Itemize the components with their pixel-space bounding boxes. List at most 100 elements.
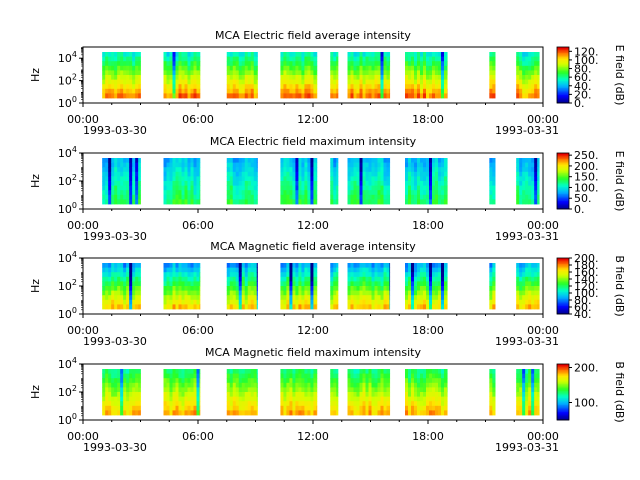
spectrogram-cell [187, 56, 191, 62]
spectrogram-cell [247, 272, 252, 278]
spectrogram-cell [102, 286, 106, 291]
spectrogram-cell [232, 176, 237, 182]
spectrogram-cell [423, 295, 427, 301]
spectrogram-cell [108, 171, 112, 177]
spectrogram-cell [356, 158, 360, 163]
colorbar-frame [556, 152, 570, 210]
spectrogram-cell [307, 387, 311, 393]
spectrogram-cell [426, 75, 430, 80]
spectrogram-cell [226, 162, 231, 168]
spectrogram-cell [253, 167, 258, 173]
spectrogram-cell [435, 299, 439, 305]
spectrogram-cell [196, 199, 200, 205]
spectrogram-cell [253, 410, 258, 416]
spectrogram-cell [489, 84, 493, 90]
spectrogram-cell [250, 410, 255, 416]
spectrogram-cell [441, 75, 445, 80]
spectrogram-cell [295, 176, 299, 182]
spectrogram-cell [166, 52, 170, 57]
spectrogram-cell [356, 176, 360, 182]
spectrogram-cell [365, 79, 369, 85]
spectrogram-cell [359, 56, 363, 62]
spectrogram-cell [289, 61, 293, 67]
spectrogram-cell [519, 158, 523, 163]
x-tick-label: 06:00 [182, 324, 214, 337]
spectrogram-cell [333, 185, 337, 191]
spectrogram-cell [386, 162, 390, 168]
spectrogram-cell [537, 194, 540, 200]
spectrogram-cell [190, 52, 194, 57]
spectrogram-cell [420, 84, 424, 90]
spectrogram-cell [126, 276, 130, 282]
spectrogram-cell [292, 199, 296, 205]
spectrogram-cell [135, 387, 139, 393]
colorbar-tick-label: 20. [574, 88, 592, 101]
spectrogram-cell [123, 405, 127, 411]
spectrogram-cell [432, 378, 436, 384]
spectrogram-cell [199, 272, 201, 278]
spectrogram-cell [280, 65, 284, 71]
spectrogram-cell [365, 167, 369, 173]
spectrogram-cell [313, 401, 317, 407]
spectrogram-cell [105, 171, 109, 177]
spectrogram-cell [405, 369, 409, 374]
spectrogram-cell [492, 299, 496, 305]
spectrogram-cell [537, 263, 540, 268]
y-tick-label: 100 [58, 201, 77, 216]
spectrogram-cell [310, 299, 314, 305]
spectrogram-cell [423, 199, 427, 205]
spectrogram-cell [353, 61, 357, 67]
spectrogram-cell [534, 194, 538, 200]
colorbar-swatch [557, 293, 569, 295]
colorbar-swatch [557, 195, 569, 197]
spectrogram-cell [414, 84, 418, 90]
spectrogram-cell [347, 75, 351, 80]
spectrogram-cell [417, 267, 421, 273]
spectrogram-cell [181, 158, 185, 163]
spectrogram-cell [250, 88, 255, 94]
spectrogram-cell [163, 88, 167, 94]
spectrogram-cell [359, 190, 363, 196]
spectrogram-cell [181, 387, 185, 393]
spectrogram-cell [426, 382, 430, 388]
spectrogram-cell [175, 369, 179, 374]
spectrogram-cell [301, 378, 305, 384]
spectrogram-cell [380, 93, 384, 99]
spectrogram-cell [163, 396, 167, 402]
spectrogram-cell [169, 176, 173, 182]
colorbar-swatch [557, 414, 569, 417]
spectrogram-cell [313, 267, 317, 273]
spectrogram-cell [365, 267, 369, 273]
spectrogram-cell [289, 267, 293, 273]
spectrogram-cell [126, 369, 130, 374]
x-tick-label: 00:00 [67, 113, 99, 126]
spectrogram-cell [289, 181, 293, 186]
spectrogram-cell [175, 263, 179, 268]
spectrogram-cell [365, 304, 369, 310]
spectrogram-cell [199, 295, 201, 301]
spectrogram-cell [256, 162, 258, 168]
spectrogram-cell [196, 65, 200, 71]
spectrogram-cell [368, 396, 372, 402]
spectrogram-cell [178, 84, 182, 90]
spectrogram-cell [353, 181, 357, 186]
spectrogram-cell [516, 56, 520, 62]
spectrogram-cell [178, 75, 182, 80]
spectrogram-cell [408, 158, 412, 163]
colorbar-swatch [557, 207, 569, 210]
spectrogram-cell [489, 176, 493, 182]
spectrogram-cell [138, 158, 141, 163]
spectrogram-cell [522, 295, 526, 301]
spectrogram-cell [411, 290, 415, 296]
spectrogram-cell [181, 382, 185, 388]
spectrogram-cell [386, 181, 390, 186]
spectrogram-cell [333, 281, 337, 287]
colorbar-swatch [557, 66, 569, 69]
spectrogram-cell [362, 176, 366, 182]
spectrogram-cell [525, 190, 529, 196]
spectrogram-cell [190, 162, 194, 168]
spectrogram-cell [426, 272, 430, 278]
spectrogram-cell [423, 304, 427, 310]
colorbar-swatch [557, 76, 569, 79]
spectrogram-cell [374, 79, 378, 85]
